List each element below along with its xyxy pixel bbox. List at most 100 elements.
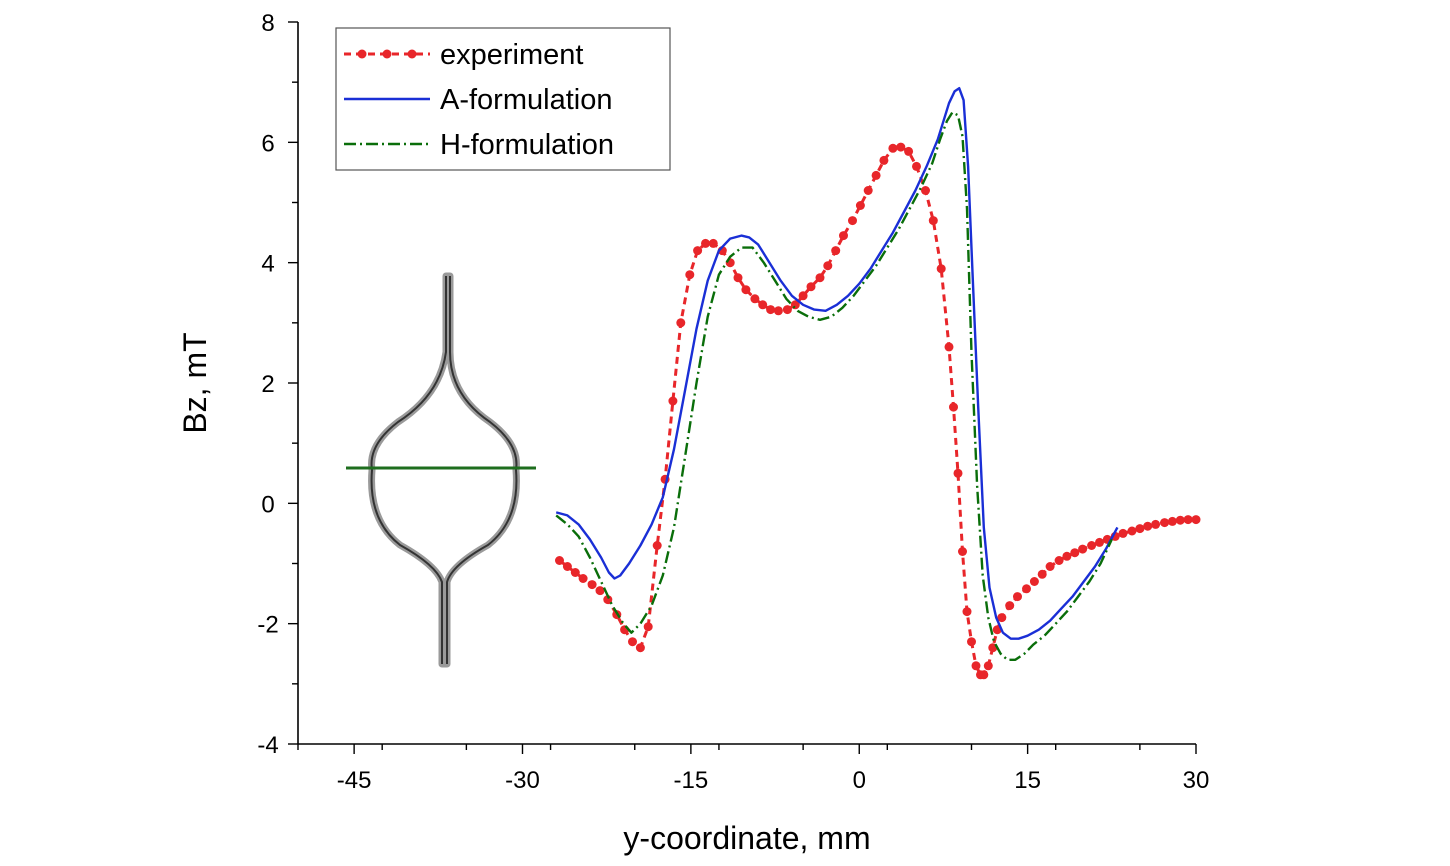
legend-label-experiment: experiment: [440, 39, 583, 71]
data-point-experiment: [896, 142, 906, 152]
legend-item-experiment: experiment: [344, 39, 583, 71]
data-point-experiment: [928, 216, 938, 226]
data-point-experiment: [570, 568, 580, 577]
data-point-experiment: [643, 622, 653, 632]
data-point-experiment: [782, 305, 792, 315]
x-tick-label: 0: [853, 767, 866, 794]
data-point-experiment: [1175, 515, 1185, 525]
x-tick-label: 30: [1183, 767, 1210, 794]
data-point-experiment: [1191, 515, 1201, 525]
data-point-experiment: [1070, 548, 1080, 558]
data-point-experiment: [949, 402, 958, 412]
data-point-experiment: [1005, 601, 1015, 611]
x-tick-label: -15: [674, 767, 709, 794]
data-point-experiment: [958, 547, 967, 556]
x-tick-label: -45: [337, 767, 372, 794]
data-point-experiment: [921, 186, 930, 195]
y-tick-label: -2: [257, 612, 278, 639]
data-point-experiment: [628, 637, 637, 647]
data-point-experiment: [1062, 551, 1072, 561]
data-point-experiment: [912, 161, 921, 171]
data-point-experiment: [888, 143, 898, 153]
data-point-experiment: [962, 607, 972, 617]
data-point-experiment: [979, 670, 989, 680]
data-point-experiment: [806, 282, 816, 292]
data-point-experiment: [1118, 528, 1128, 538]
data-point-experiment: [997, 613, 1007, 623]
data-point-experiment: [879, 155, 889, 165]
data-point-experiment: [831, 246, 841, 256]
y-tick-label: 8: [261, 10, 274, 37]
data-point-experiment: [1022, 584, 1031, 594]
x-tick-label: 15: [1014, 767, 1041, 794]
data-point-experiment: [1029, 577, 1039, 586]
data-point-experiment: [971, 661, 981, 671]
data-point-experiment: [741, 285, 751, 295]
data-point-experiment: [587, 580, 597, 590]
series-line-a-formulation: [555, 86, 1119, 640]
axis-ticks: [288, 21, 1197, 754]
data-point-experiment: [953, 468, 963, 478]
tick-labels: -45 -30 -15 0 15 30 -4 -2 0 2 4 6 8: [257, 10, 1209, 794]
data-point-experiment: [1183, 515, 1193, 525]
data-point-experiment: [936, 264, 946, 274]
data-point-experiment: [555, 556, 564, 565]
data-point-experiment: [871, 170, 881, 180]
data-point-experiment: [603, 595, 613, 605]
data-point-experiment: [967, 637, 976, 647]
legend-item-a-formulation: A-formulation: [344, 84, 612, 116]
legend-label-a-formulation: A-formulation: [440, 84, 612, 116]
data-point-experiment: [685, 270, 695, 280]
data-point-experiment: [652, 541, 662, 550]
coil-sketch-icon: [346, 272, 536, 668]
data-point-experiment: [944, 342, 954, 352]
data-point-experiment: [668, 396, 678, 406]
data-point-experiment: [855, 201, 865, 210]
data-point-experiment: [1127, 526, 1137, 536]
series-group: [555, 86, 1201, 680]
data-point-experiment: [983, 661, 993, 671]
legend-label-h-formulation: H-formulation: [440, 129, 614, 161]
data-point-experiment: [676, 318, 686, 328]
data-point-experiment: [1143, 521, 1153, 531]
legend: experiment A-formulation H-formulation: [335, 27, 671, 171]
y-tick-label: 6: [261, 130, 274, 157]
legend-item-h-formulation: H-formulation: [344, 129, 614, 161]
data-point-experiment: [1037, 569, 1047, 579]
data-point-experiment: [1054, 556, 1064, 565]
data-point-experiment: [750, 294, 760, 304]
data-point-experiment: [1135, 524, 1145, 534]
x-tick-label: -30: [505, 767, 540, 794]
y-tick-label: 0: [261, 491, 274, 518]
data-point-experiment: [1095, 537, 1104, 547]
data-point-experiment: [701, 238, 710, 248]
y-tick-label: 2: [261, 371, 274, 398]
data-point-experiment: [733, 273, 743, 283]
data-point-experiment: [904, 146, 914, 156]
data-point-experiment: [1160, 518, 1170, 528]
data-point-experiment: [708, 238, 718, 248]
data-point-experiment: [1045, 562, 1055, 571]
data-point-experiment: [758, 300, 768, 310]
data-point-experiment: [693, 246, 703, 256]
data-point-experiment: [562, 562, 572, 571]
data-point-experiment: [839, 231, 848, 241]
data-point-experiment: [635, 643, 645, 653]
y-tick-label: 4: [261, 251, 274, 278]
y-axis-title: Bz, mT: [177, 332, 213, 433]
series-line-h-formulation: [555, 111, 1113, 661]
data-point-experiment: [815, 273, 825, 283]
data-point-experiment: [1151, 519, 1161, 529]
data-point-experiment: [848, 216, 857, 226]
data-point-experiment: [863, 186, 873, 195]
data-point-experiment: [1167, 516, 1177, 526]
data-point-experiment: [823, 261, 833, 271]
x-axis-title: y-coordinate, mm: [623, 820, 870, 856]
data-point-experiment: [578, 574, 588, 583]
data-point-experiment: [766, 305, 776, 315]
data-point-experiment: [1013, 592, 1022, 602]
data-point-experiment: [595, 586, 605, 596]
data-point-experiment: [1087, 541, 1097, 550]
data-point-experiment: [773, 306, 783, 316]
